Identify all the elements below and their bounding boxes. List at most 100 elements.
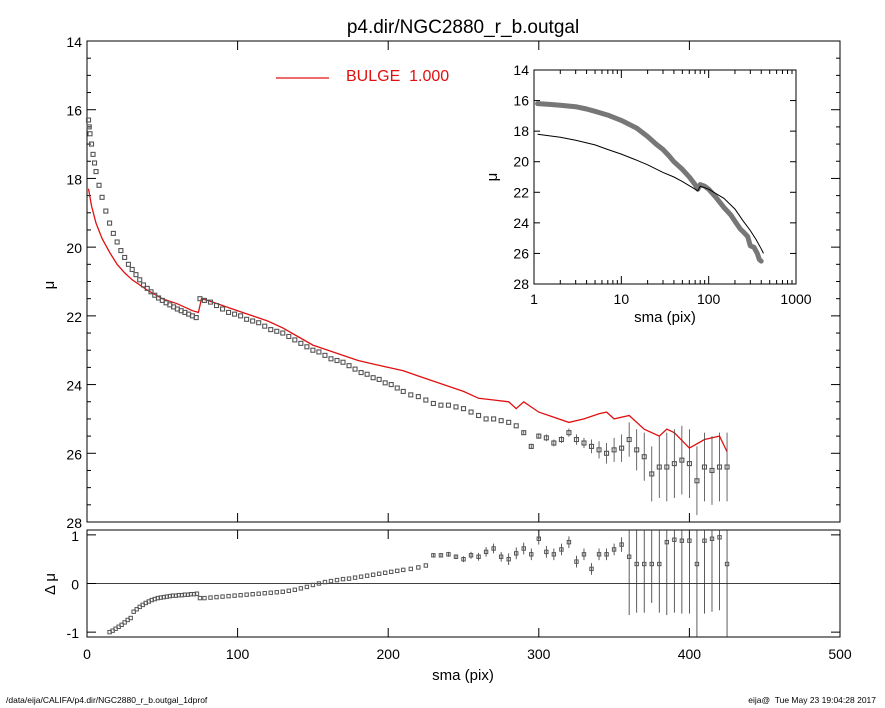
residual-panel: -101 0 100 200 300 400 500 Δ μ sma (pix): [42, 528, 852, 684]
chart-title: p4.dir/NGC2880_r_b.outgal: [347, 17, 579, 38]
main-y-tick-label: 14: [66, 34, 82, 50]
residual-data-point: [238, 592, 243, 598]
main-data-point: [316, 349, 322, 355]
residual-data-point: [476, 554, 481, 559]
main-data-point: [423, 397, 429, 403]
main-data-point: [250, 318, 256, 324]
footer-path: /data/eija/CALIFA/p4.dir/NGC2880_r_b.out…: [6, 695, 208, 705]
residual-data-point: [468, 553, 474, 558]
main-data-point: [96, 182, 102, 188]
main-data-point: [304, 344, 310, 350]
residual-data-point: [208, 595, 213, 600]
residual-data-point: [274, 590, 279, 595]
main-data-point: [262, 323, 268, 329]
main-data-point: [328, 356, 334, 362]
residual-data-point: [634, 561, 639, 567]
main-data-point: [641, 454, 647, 460]
residual-data-point: [389, 569, 394, 575]
inset-x-axis-label: sma (pix): [634, 309, 696, 326]
inset-model-line: [537, 133, 764, 254]
residual-data-point: [262, 591, 267, 596]
residual-data-point: [611, 547, 617, 552]
residual-data-point: [581, 552, 587, 557]
inset-y-tick-label: 26: [513, 245, 529, 261]
main-data-point: [506, 419, 512, 425]
residual-data-point: [328, 578, 334, 584]
residual-data-point: [322, 579, 328, 585]
residual-data-point: [364, 573, 370, 578]
main-data-point: [724, 464, 730, 470]
residual-data-point: [694, 561, 700, 567]
main-data-point: [581, 440, 587, 446]
main-y-tick-label: 24: [66, 378, 82, 394]
main-data-point: [85, 117, 92, 123]
residual-data-point: [334, 577, 340, 583]
x-tick-label: 100: [226, 646, 250, 662]
main-data-point: [88, 141, 95, 147]
x-tick-label: 0: [83, 646, 91, 662]
residual-data-point: [310, 582, 316, 588]
residual-data-point: [702, 538, 707, 543]
main-data-point: [394, 385, 400, 391]
residual-data-point: [649, 561, 654, 567]
main-data-point: [370, 375, 376, 381]
residual-data-point: [194, 591, 200, 596]
main-data-point: [521, 430, 527, 436]
main-data-point: [125, 261, 131, 267]
legend-label: BULGE 1.000: [346, 68, 449, 85]
main-data-point: [573, 436, 580, 443]
residual-data-point: [202, 595, 207, 601]
residual-data-point: [551, 552, 557, 557]
main-data-point: [352, 366, 358, 372]
main-data-point: [376, 376, 382, 382]
main-data-point: [193, 315, 199, 321]
main-data-point: [148, 289, 154, 295]
main-data-point: [91, 160, 98, 166]
residual-data-point: [250, 592, 255, 597]
main-data-point: [238, 313, 244, 319]
residual-data-point: [491, 546, 496, 551]
inset-y-tick-label: 16: [513, 93, 529, 109]
main-data-point: [634, 447, 640, 453]
main-data-point: [122, 254, 128, 260]
main-data-point: [286, 333, 292, 340]
residual-data-point: [370, 572, 376, 577]
main-data-point: [340, 359, 346, 365]
residual-data-point: [596, 552, 602, 557]
main-data-point: [551, 440, 557, 446]
inset-y-ticks: 14 16 18 20 22 24 26 28: [513, 62, 796, 292]
main-data-point: [491, 416, 497, 422]
residual-data-point: [453, 554, 459, 559]
residual-x-ticks: 0 100 200 300 400 500: [83, 530, 852, 662]
residual-data-point: [423, 563, 429, 568]
main-data-points: [85, 117, 730, 516]
residual-y-ticks: -1 0 1: [67, 528, 840, 641]
residual-data-point: [376, 571, 382, 576]
main-data-point: [513, 423, 519, 429]
main-panel: 14 16 18 20 22 24 26 28 μ BULGE 1.000: [41, 34, 841, 531]
main-data-point: [694, 478, 700, 484]
main-data-point: [476, 412, 482, 419]
main-data-point: [453, 404, 459, 410]
main-data-point: [701, 464, 708, 470]
main-y-tick-label: 28: [66, 515, 82, 531]
residual-data-point: [346, 576, 352, 581]
inset-x-tick-label: 1: [530, 291, 538, 307]
residual-data-point: [131, 609, 136, 614]
inset-y-tick-label: 14: [513, 62, 529, 78]
inset-y-tick-label: 28: [513, 276, 529, 292]
residual-data-point: [438, 553, 444, 558]
residual-data-point: [529, 552, 534, 557]
main-data-point: [558, 436, 564, 443]
main-data-point: [129, 266, 135, 273]
main-data-point: [468, 409, 474, 415]
main-data-point: [87, 131, 93, 137]
residual-data-point: [664, 539, 670, 545]
main-y-tick-label: 20: [66, 240, 82, 256]
residual-data-point: [604, 552, 609, 557]
inset-y-tick-label: 20: [513, 154, 529, 170]
residual-data-point: [416, 565, 421, 570]
main-data-point: [686, 461, 692, 467]
residual-data-point: [298, 586, 304, 591]
main-data-point: [201, 297, 208, 303]
